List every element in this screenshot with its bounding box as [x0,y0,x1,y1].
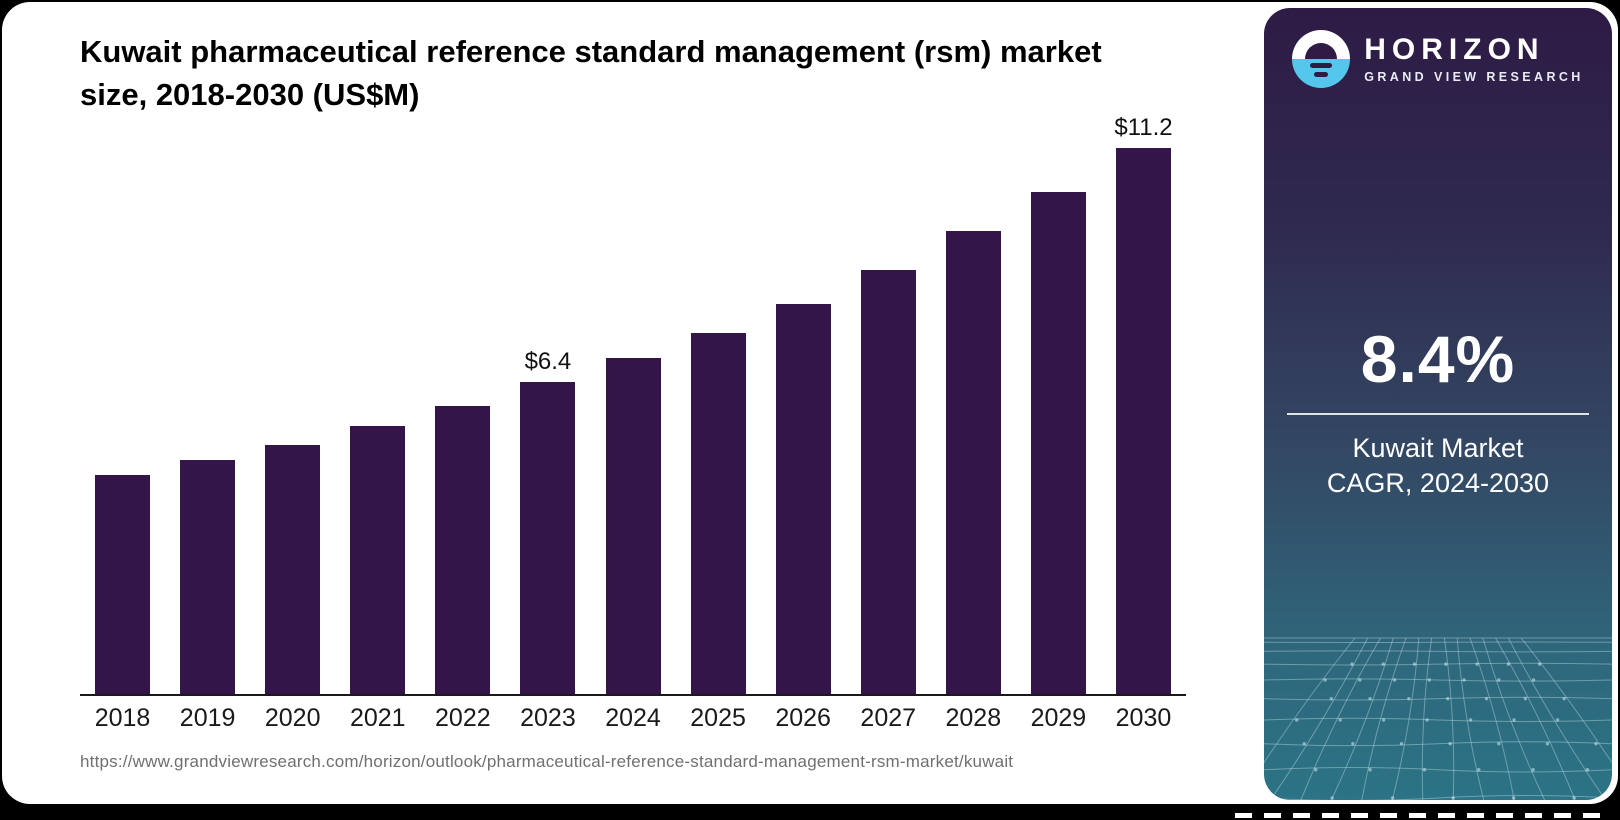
bar-2018 [95,475,151,694]
bar-2029 [1030,192,1086,694]
x-tick-2021: 2021 [349,704,406,732]
brand-name: HORIZON [1364,33,1545,66]
x-tick-2020: 2020 [264,704,321,732]
x-tick-2023: 2023 [520,704,576,732]
bar-slot-2023: $6.4 [505,110,590,694]
bar-2024 [605,358,661,694]
cagr-stat-block: 8.4% Kuwait Market CAGR, 2024-2030 [1264,321,1612,501]
bar-slot-2029 [1016,110,1101,694]
reflection-line-1 [1310,63,1333,68]
source-url: https://www.grandviewresearch.com/horizo… [80,752,1014,771]
bar-slot-2027 [846,110,931,694]
x-tick-2030: 2030 [1115,704,1172,732]
x-tick-2024: 2024 [605,704,661,732]
bar-slot-2020 [250,110,335,694]
brand-tagline: GRAND VIEW RESEARCH [1364,70,1584,84]
bar-2023 [520,382,576,694]
stat-divider [1287,413,1589,415]
x-tick-2026: 2026 [775,704,831,732]
wireframe-mesh-decoration [1264,637,1612,800]
brand-wordmark: HORIZON GRAND VIEW RESEARCH [1364,33,1584,85]
x-tick-2028: 2028 [945,704,1002,732]
bar-2019 [180,460,236,694]
x-tick-2019: 2019 [179,704,236,732]
bar-2021 [350,426,406,694]
bar-2027 [860,270,916,694]
bar-2025 [690,333,746,694]
bar-value-label: $6.4 [524,348,572,375]
x-tick-2025: 2025 [690,704,746,732]
bar-2026 [775,304,831,694]
x-axis-line [80,694,1186,696]
bar-slot-2024 [590,110,675,694]
brand-side-panel: HORIZON GRAND VIEW RESEARCH 8.4% Kuwait … [1264,8,1612,800]
chart-title: Kuwait pharmaceutical reference standard… [80,34,1102,112]
bar-slot-2025 [676,110,761,694]
bar-slot-2022 [420,110,505,694]
reflection-line-2 [1314,72,1329,77]
bar-slot-2026 [761,110,846,694]
cagr-value: 8.4% [1360,322,1516,396]
bar-2020 [265,445,321,694]
bar-slot-2019 [165,110,250,694]
bar-chart: $6.4 $11.2 [80,110,1186,694]
bar-slot-2030: $11.2 [1101,110,1186,694]
bar-2030 [1115,148,1171,694]
bar-slot-2021 [335,110,420,694]
sun-dome-shape [1305,43,1338,59]
cagr-label-line2: CAGR, 2024-2030 [1326,468,1550,498]
x-tick-2018: 2018 [94,704,151,732]
bar-2028 [945,231,1001,694]
x-tick-2022: 2022 [435,704,491,732]
bar-value-label: $11.2 [1114,114,1173,141]
bar-slot-2028 [931,110,1016,694]
x-tick-2027: 2027 [860,704,917,732]
bar-2022 [435,406,491,694]
x-axis-tick-labels: 2018 2019 2020 2021 2022 2023 2024 2025 2026 2027… [80,704,1186,733]
infographic-card: Kuwait pharmaceutical reference standard… [2,2,1618,804]
brand-logo: HORIZON GRAND VIEW RESEARCH [1264,30,1612,88]
x-tick-2029: 2029 [1030,704,1087,732]
bottom-dashed-decoration [1235,813,1610,818]
bar-slot-2018 [80,110,165,694]
horizon-sunset-icon [1292,30,1351,88]
cagr-label-line1: Kuwait Market [1352,433,1524,463]
